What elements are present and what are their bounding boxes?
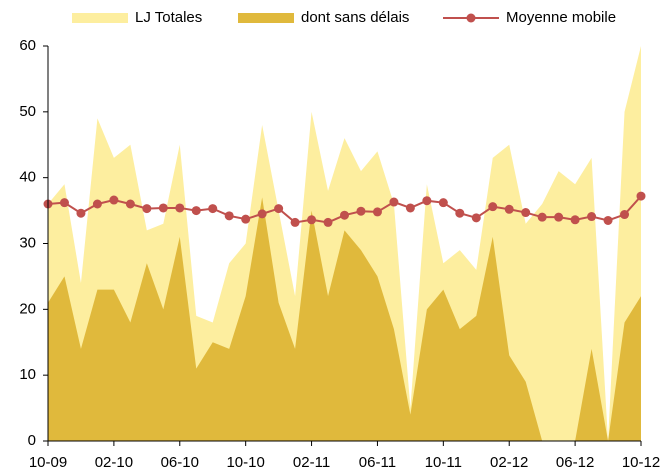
- y-tick-label: 40: [19, 169, 36, 186]
- marker: [587, 212, 597, 222]
- marker: [241, 214, 251, 224]
- x-tick-label: 06-10: [161, 454, 199, 470]
- marker: [224, 211, 234, 221]
- legend-label: Moyenne mobile: [506, 9, 616, 26]
- legend-label: LJ Totales: [135, 9, 202, 26]
- x-tick-label: 02-11: [293, 454, 330, 470]
- marker: [208, 204, 218, 214]
- marker: [59, 198, 69, 208]
- marker: [488, 202, 498, 212]
- marker: [323, 217, 333, 227]
- x-tick-label: 02-12: [490, 454, 528, 470]
- marker: [422, 196, 432, 206]
- x-tick-label: 10-10: [226, 454, 264, 470]
- marker: [603, 215, 613, 225]
- x-tick-label: 10-11: [425, 454, 462, 470]
- x-tick-label: 06-11: [359, 454, 396, 470]
- marker: [620, 210, 630, 220]
- marker: [356, 206, 366, 216]
- x-tick-label: 10-12: [622, 454, 660, 470]
- marker: [175, 203, 185, 213]
- marker: [274, 204, 284, 214]
- x-tick-label: 02-10: [95, 454, 133, 470]
- marker: [109, 195, 119, 205]
- marker: [257, 209, 267, 219]
- marker: [307, 215, 317, 225]
- marker: [570, 215, 580, 225]
- marker: [438, 198, 448, 208]
- legend-label: dont sans délais: [301, 9, 409, 26]
- area: [48, 197, 641, 441]
- marker: [158, 203, 168, 213]
- legend-swatch: [238, 13, 294, 23]
- marker: [125, 199, 135, 209]
- y-tick-label: 60: [19, 37, 36, 54]
- marker: [636, 191, 646, 201]
- marker: [142, 204, 152, 214]
- marker: [92, 199, 102, 209]
- y-tick-label: 10: [19, 366, 36, 383]
- x-tick-label: 06-12: [556, 454, 594, 470]
- marker: [537, 212, 547, 222]
- legend-swatch: [72, 13, 128, 23]
- marker: [76, 208, 86, 218]
- marker: [389, 197, 399, 207]
- marker: [471, 213, 481, 223]
- marker: [290, 217, 300, 227]
- marker: [455, 208, 465, 218]
- marker: [191, 206, 201, 216]
- marker: [340, 210, 349, 220]
- legend-marker: [466, 13, 476, 23]
- marker: [405, 203, 415, 213]
- y-tick-label: 0: [28, 432, 36, 449]
- y-tick-label: 20: [19, 300, 36, 317]
- marker: [554, 212, 564, 222]
- x-tick-label: 10-09: [29, 454, 67, 470]
- marker: [504, 204, 514, 214]
- y-tick-label: 50: [19, 103, 36, 120]
- y-tick-label: 30: [19, 234, 36, 251]
- marker: [372, 207, 382, 217]
- marker: [521, 208, 531, 218]
